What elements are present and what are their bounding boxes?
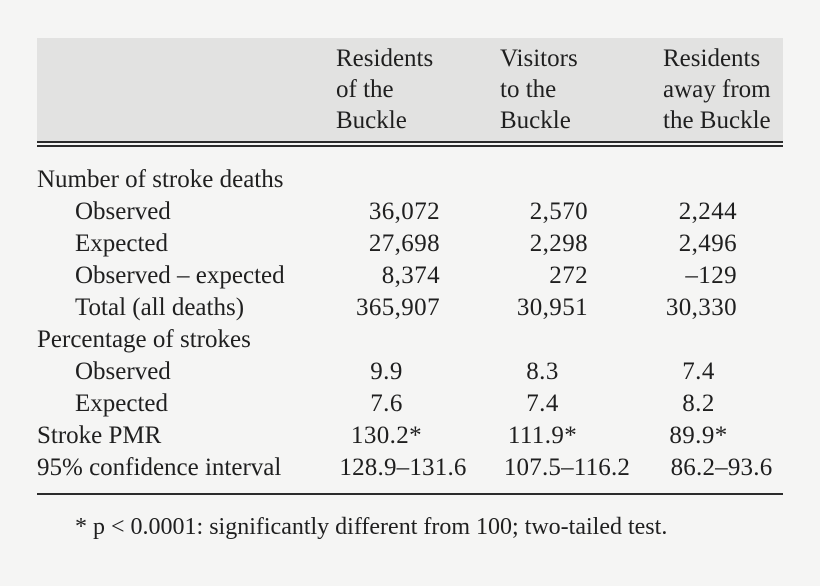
cell-value: 7.4 [682,358,715,385]
row-label: Expected [75,230,169,257]
cell-value: 27,698 [368,230,440,257]
footnote: * p < 0.0001: significantly different fr… [75,514,668,540]
header-line: away from [663,76,771,103]
table-row: Expected 27,698 2,298 2,496 [37,228,783,260]
cell-value: 130.2* [350,422,423,449]
cell-value: 7.6 [370,390,403,417]
column-header-visitors-to-buckle: Visitors to the Buckle [497,43,637,136]
row-label: Observed – expected [75,262,285,289]
cell-value: 2,244 [678,198,737,225]
cell-value: 2,496 [678,230,737,257]
header-line: Residents [336,45,434,72]
header-double-rule [37,141,783,147]
row-label: Stroke PMR [37,422,162,449]
header-line: Buckle [336,107,407,134]
table-row: 95% confidence interval 128.9–131.6 107.… [37,452,783,484]
header-spacer-cell [37,43,333,136]
cell-value: 8.3 [526,358,559,385]
cell-value: 8.2 [682,390,715,417]
header-line: Residents [663,45,761,72]
cell-value: 9.9 [370,358,403,385]
row-label: Observed [75,358,171,385]
row-label: Number of stroke deaths [37,166,284,193]
table-header-row: Residents of the Buckle Visitors to the … [37,38,783,141]
table-row: Total (all deaths) 365,907 30,951 30,330 [37,292,783,324]
cell-value: 111.9* [507,422,578,449]
column-header-residents-of-buckle: Residents of the Buckle [333,43,473,136]
header-line: Buckle [500,107,571,134]
table-bottom-rule [37,493,783,495]
cell-value: 89.9* [669,422,728,449]
table-row: Observed 36,072 2,570 2,244 [37,196,783,228]
row-label: Observed [75,198,171,225]
table-row: Expected 7.6 7.4 8.2 [37,388,783,420]
cell-value: 36,072 [368,198,440,225]
table-row-section: Number of stroke deaths [37,164,783,196]
cell-value: 2,570 [529,198,588,225]
table-row: Observed – expected 8,374 272 –129 [37,260,783,292]
column-header-residents-away-from-buckle: Residents away from the Buckle [660,43,783,136]
cell-value: 7.4 [526,390,559,417]
cell-value: 128.9–131.6 [339,454,467,481]
stroke-mortality-table: Residents of the Buckle Visitors to the … [37,38,783,543]
header-line: of the [336,76,394,103]
cell-value: 272 [549,262,588,289]
header-line: the Buckle [663,107,771,134]
row-label: Expected [75,390,169,417]
cell-value: 365,907 [355,294,440,321]
cell-value: 30,951 [516,294,588,321]
cell-value: 8,374 [381,262,440,289]
row-label: 95% confidence interval [37,454,282,481]
header-line: Visitors [500,45,578,72]
table-row: Observed 9.9 8.3 7.4 [37,356,783,388]
table-row: Stroke PMR 130.2* 111.9* 89.9* [37,420,783,452]
cell-value: 86.2–93.6 [670,454,773,481]
cell-value: –129 [685,262,737,289]
cell-value: 2,298 [529,230,588,257]
row-label: Total (all deaths) [75,294,245,321]
cell-value: 107.5–116.2 [503,454,631,481]
table-body: Number of stroke deaths Observed 36,072 … [37,147,783,484]
row-label: Percentage of strokes [37,326,251,353]
table-row-section: Percentage of strokes [37,324,783,356]
header-line: to the [500,76,557,103]
cell-value: 30,330 [665,294,737,321]
